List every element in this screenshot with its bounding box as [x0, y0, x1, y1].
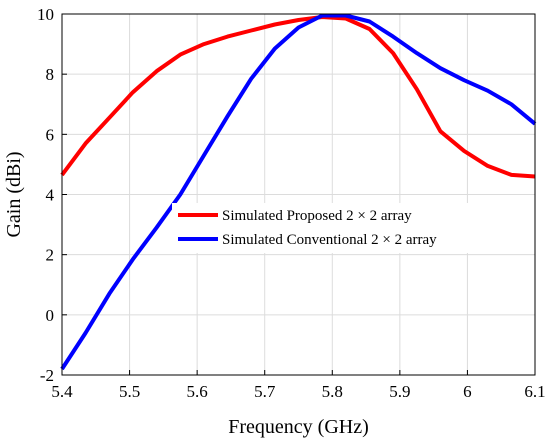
legend-label-proposed: Simulated Proposed 2 × 2 array [222, 208, 412, 224]
y-axis-label: Gain (dBi) [3, 151, 25, 237]
series-group [60, 13, 537, 371]
x-tick-label: 5.5 [119, 382, 140, 401]
x-tick-label: 5.8 [322, 382, 343, 401]
y-tick-label: 2 [46, 246, 55, 265]
x-axis-label: Frequency (GHz) [228, 416, 369, 438]
legend: Simulated Proposed 2 × 2 array Simulated… [172, 203, 504, 253]
y-tick-label: 8 [46, 65, 55, 84]
x-tick-label: 6 [463, 382, 472, 401]
y-tick-label: 4 [46, 186, 55, 205]
grid [61, 13, 536, 376]
y-tick-label: 10 [37, 5, 54, 24]
y-ticks: -2 0 2 4 6 8 10 [37, 5, 67, 385]
legend-label-conventional: Simulated Conventional 2 × 2 array [222, 232, 437, 248]
x-tick-label: 5.6 [187, 382, 208, 401]
series-line-proposed [60, 15, 536, 179]
x-tick-label: 5.4 [51, 382, 73, 401]
x-ticks: 5.4 5.5 5.6 5.7 5.8 5.9 6 6.1 [51, 370, 546, 401]
x-tick-label: 5.7 [254, 382, 276, 401]
y-tick-label: 6 [46, 125, 55, 144]
y-tick-label: 0 [46, 306, 55, 325]
x-tick-label: 6.1 [524, 382, 545, 401]
legend-box [172, 203, 504, 253]
y-tick-label: -2 [40, 366, 54, 385]
x-tick-label: 5.9 [389, 382, 410, 401]
series-line-conventional [60, 13, 537, 371]
